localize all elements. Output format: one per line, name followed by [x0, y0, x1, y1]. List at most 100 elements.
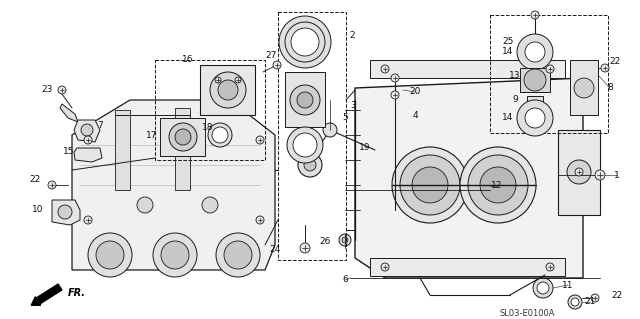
Circle shape — [297, 92, 313, 108]
Circle shape — [546, 65, 554, 73]
Text: 16: 16 — [182, 56, 194, 64]
Circle shape — [531, 11, 539, 19]
Circle shape — [291, 28, 319, 56]
Circle shape — [58, 205, 72, 219]
Text: 23: 23 — [42, 85, 52, 94]
Circle shape — [287, 24, 323, 60]
Circle shape — [58, 86, 66, 94]
Text: SL03-E0100A: SL03-E0100A — [500, 308, 556, 317]
Text: 24: 24 — [269, 244, 280, 254]
Circle shape — [412, 167, 448, 203]
Polygon shape — [355, 78, 583, 278]
Circle shape — [298, 153, 322, 177]
Circle shape — [300, 243, 310, 253]
Text: 8: 8 — [607, 84, 613, 93]
Circle shape — [84, 216, 92, 224]
Polygon shape — [60, 104, 78, 122]
Circle shape — [48, 181, 56, 189]
Circle shape — [215, 77, 221, 83]
Circle shape — [273, 61, 281, 69]
Bar — [370, 258, 565, 276]
Bar — [527, 96, 543, 110]
Text: 6: 6 — [342, 276, 348, 285]
Bar — [520, 68, 550, 92]
Circle shape — [524, 69, 546, 91]
Circle shape — [279, 16, 331, 68]
Circle shape — [571, 298, 579, 306]
Circle shape — [323, 123, 337, 137]
Text: 13: 13 — [509, 70, 521, 79]
Circle shape — [591, 294, 599, 302]
FancyArrow shape — [31, 284, 62, 305]
Bar — [570, 60, 598, 115]
Circle shape — [517, 100, 553, 136]
Circle shape — [161, 241, 189, 269]
Text: 12: 12 — [492, 182, 502, 190]
Text: 22: 22 — [611, 291, 623, 300]
Circle shape — [400, 155, 460, 215]
Circle shape — [468, 155, 528, 215]
Bar — [175, 108, 190, 190]
Circle shape — [546, 263, 554, 271]
Circle shape — [84, 136, 92, 144]
Circle shape — [574, 78, 594, 98]
Text: 2: 2 — [349, 31, 355, 40]
Circle shape — [290, 85, 320, 115]
Circle shape — [339, 234, 351, 246]
Bar — [115, 110, 130, 190]
Bar — [370, 60, 565, 78]
Circle shape — [391, 74, 399, 82]
Text: 4: 4 — [412, 110, 418, 120]
Circle shape — [208, 123, 232, 147]
Bar — [490, 15, 608, 133]
Circle shape — [381, 65, 389, 73]
Circle shape — [96, 241, 124, 269]
Polygon shape — [52, 200, 80, 225]
Text: 3: 3 — [350, 100, 356, 109]
Text: 18: 18 — [202, 123, 214, 132]
Text: 22: 22 — [609, 57, 621, 66]
Bar — [278, 12, 346, 260]
Circle shape — [202, 197, 218, 213]
Circle shape — [304, 159, 316, 171]
Circle shape — [525, 108, 545, 128]
Bar — [200, 65, 255, 115]
Circle shape — [88, 233, 132, 277]
Circle shape — [218, 80, 238, 100]
Circle shape — [81, 124, 93, 136]
Circle shape — [224, 241, 252, 269]
Circle shape — [175, 129, 191, 145]
Circle shape — [391, 91, 399, 99]
Circle shape — [601, 64, 609, 72]
Circle shape — [287, 127, 323, 163]
Circle shape — [480, 167, 516, 203]
Circle shape — [153, 233, 197, 277]
Bar — [285, 72, 325, 127]
Text: 26: 26 — [319, 238, 331, 247]
Circle shape — [212, 127, 228, 143]
Polygon shape — [74, 120, 100, 142]
Circle shape — [256, 136, 264, 144]
Circle shape — [567, 160, 591, 184]
Circle shape — [285, 22, 325, 62]
Circle shape — [293, 133, 317, 157]
Polygon shape — [72, 100, 275, 270]
Circle shape — [137, 197, 153, 213]
Bar — [155, 60, 265, 160]
Circle shape — [575, 168, 583, 176]
Text: 21: 21 — [584, 298, 596, 307]
Polygon shape — [74, 148, 102, 162]
Text: 7: 7 — [97, 121, 103, 130]
Text: 19: 19 — [359, 144, 371, 152]
Circle shape — [537, 282, 549, 294]
Circle shape — [533, 278, 553, 298]
Bar — [160, 118, 205, 156]
Circle shape — [595, 170, 605, 180]
Circle shape — [568, 295, 582, 309]
Text: 15: 15 — [63, 146, 75, 155]
Text: 14: 14 — [502, 114, 514, 122]
Circle shape — [216, 233, 260, 277]
Circle shape — [342, 237, 348, 243]
Text: 27: 27 — [266, 51, 276, 61]
Text: 20: 20 — [410, 87, 420, 97]
